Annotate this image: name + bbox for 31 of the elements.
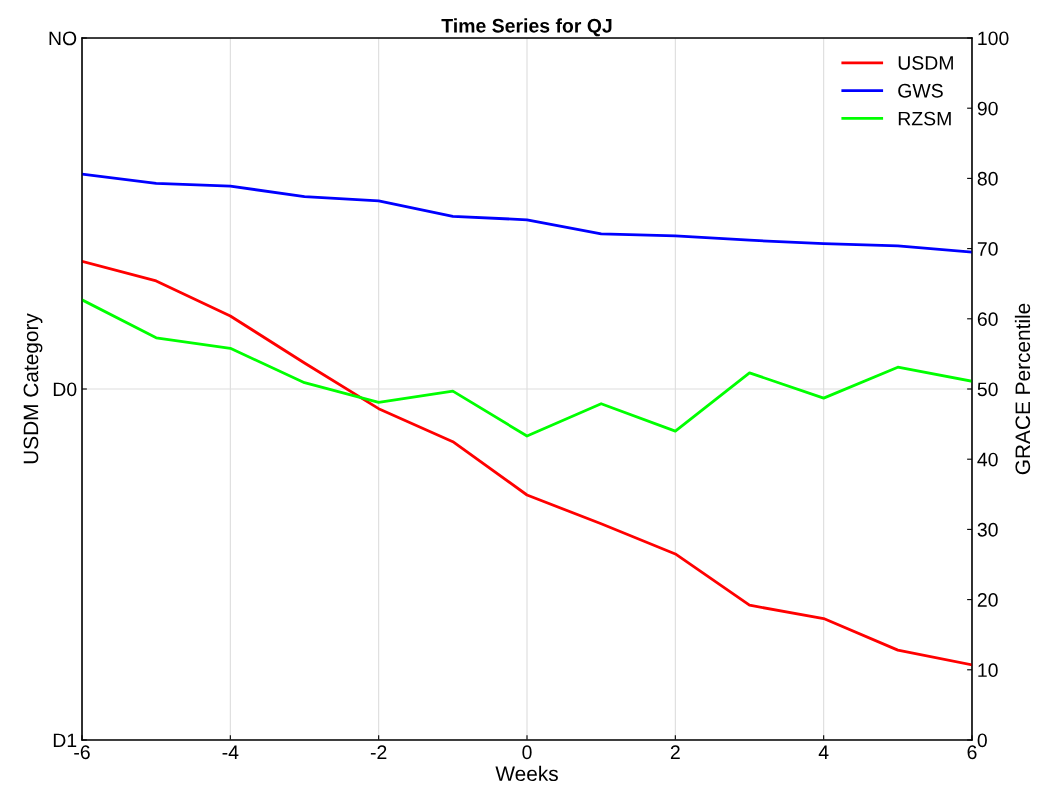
line-series [82, 172, 972, 254]
line-series [82, 259, 972, 667]
x-tick-label: 0 [522, 745, 532, 760]
x-tick-label: -4 [222, 745, 239, 759]
x-tick-label: -6 [74, 745, 90, 760]
y2-tick-label: 40 [977, 452, 998, 467]
y-axis-title: USDM Category [23, 313, 43, 464]
x-tick-label: 2 [670, 745, 680, 759]
legend-label: USDM [898, 56, 953, 70]
y2-tick-label: 0 [977, 733, 987, 748]
category-label: D0 [53, 382, 77, 397]
category-label: D1 [53, 733, 77, 748]
line-series [82, 298, 972, 438]
y2-tick-label: 60 [977, 312, 998, 327]
y2-tick-label: 20 [977, 593, 998, 607]
x-axis-title: Weeks [495, 765, 558, 782]
y2-tick-label: 30 [977, 522, 998, 537]
x-tick-label: 4 [818, 745, 829, 759]
y2-tick-label: 70 [977, 242, 998, 256]
legend-label: GWS [898, 83, 943, 98]
chart-title: Time Series for QJ [441, 18, 612, 37]
legend-label: RZSM [898, 111, 951, 126]
y2-tick-label: 50 [977, 382, 998, 397]
category-label: NO [49, 31, 77, 46]
x-tick-label: 6 [967, 745, 977, 760]
y2-tick-label: 10 [978, 663, 998, 678]
y2-tick-label: 90 [977, 101, 998, 116]
y2-tick-label: 80 [977, 171, 998, 186]
y2-axis-title: GRACE Percentile [1014, 303, 1031, 475]
x-tick-label: -2 [370, 745, 387, 759]
y2-tick-label: 100 [978, 31, 1009, 46]
